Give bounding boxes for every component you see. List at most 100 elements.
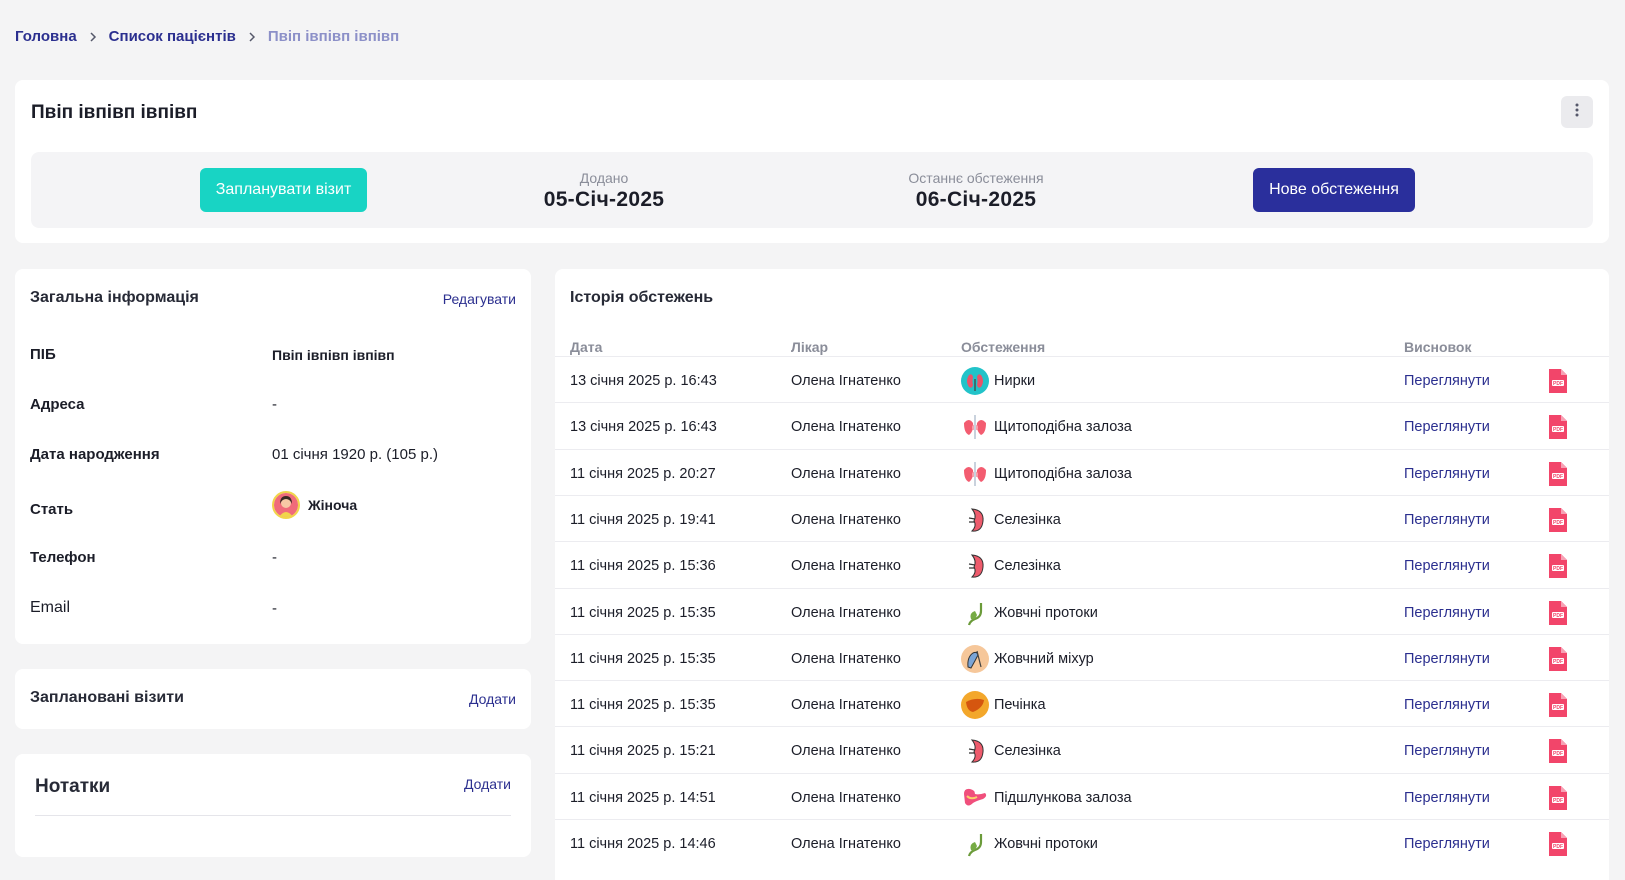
view-conclusion-link[interactable]: Переглянути: [1404, 743, 1490, 760]
gallbladder-icon: [961, 644, 989, 673]
view-conclusion-link[interactable]: Переглянути: [1404, 465, 1490, 482]
view-conclusion-link[interactable]: Переглянути: [1404, 789, 1490, 806]
exam-type: Жовчний міхур: [961, 635, 1094, 683]
exam-date: 11 січня 2025 р. 20:27: [570, 465, 716, 482]
table-row: 11 січня 2025 р. 14:46 Олена Ігнатенко Жов…: [555, 819, 1609, 867]
view-conclusion-link[interactable]: Переглянути: [1404, 604, 1490, 621]
view-conclusion-link[interactable]: Переглянути: [1404, 419, 1490, 436]
exam-type-label: Жовчний міхур: [994, 650, 1094, 667]
column-header-conclusion[interactable]: Висновок: [1404, 339, 1472, 355]
column-header-doctor[interactable]: Лікар: [791, 339, 829, 355]
pdf-download-icon[interactable]: PDF: [1547, 542, 1569, 590]
exam-date: 11 січня 2025 р. 15:36: [570, 558, 716, 575]
pdf-download-icon[interactable]: PDF: [1547, 589, 1569, 637]
table-row: 11 січня 2025 р. 20:27 Олена Ігнатенко Щит…: [555, 448, 1609, 498]
chevron-right-icon: [236, 31, 268, 42]
svg-text:PDF: PDF: [1553, 381, 1563, 387]
pdf-download-icon[interactable]: PDF: [1547, 727, 1569, 775]
last-exam-label: Останнє обстеження: [908, 170, 1044, 186]
info-row-address: Адреса -: [30, 396, 277, 413]
table-row: 11 січня 2025 р. 19:41 Олена Ігнатенко Сел…: [555, 494, 1609, 544]
thyroid-icon: [961, 413, 989, 441]
svg-text:PDF: PDF: [1553, 844, 1563, 850]
info-label: Email: [30, 599, 71, 616]
table-row: 11 січня 2025 р. 15:36 Олена Ігнатенко Сел…: [555, 541, 1609, 589]
pdf-download-icon[interactable]: PDF: [1547, 450, 1569, 498]
table-row: 11 січня 2025 р. 15:21 Олена Ігнатенко Сел…: [555, 726, 1609, 774]
view-conclusion-link[interactable]: Переглянути: [1404, 697, 1490, 714]
info-label: Телефон: [30, 549, 96, 566]
general-info-card: Загальна інформація Редагувати ПІБ Пвіп …: [15, 269, 531, 644]
table-row: 11 січня 2025 р. 15:35 Олена Ігнатенко Печ…: [555, 680, 1609, 728]
info-row-phone: Телефон -: [30, 549, 277, 566]
info-row-gender: Стать Жіноча: [30, 491, 357, 519]
schedule-visit-button[interactable]: Запланувати візит: [200, 168, 367, 212]
view-conclusion-link[interactable]: Переглянути: [1404, 836, 1490, 852]
exam-type-label: Селезінка: [994, 558, 1061, 575]
view-conclusion-link[interactable]: Переглянути: [1404, 650, 1490, 667]
exam-type: Жовчні протоки: [961, 820, 1098, 868]
pdf-download-icon[interactable]: PDF: [1547, 774, 1569, 822]
view-conclusion-link[interactable]: Переглянути: [1404, 558, 1490, 575]
view-conclusion-link[interactable]: Переглянути: [1404, 373, 1490, 389]
doctor-name: Олена Ігнатенко: [791, 419, 901, 436]
breadcrumb-home[interactable]: Головна: [15, 28, 77, 45]
exam-date: 11 січня 2025 р. 19:41: [570, 511, 716, 528]
svg-text:PDF: PDF: [1553, 474, 1563, 480]
info-label: Дата народження: [30, 446, 160, 463]
exam-date: 11 січня 2025 р. 14:46: [570, 836, 716, 852]
exam-type-label: Щитоподібна залоза: [994, 419, 1132, 436]
notes-title: Нотатки: [35, 776, 111, 797]
more-options-button[interactable]: [1561, 96, 1593, 128]
exam-date: 11 січня 2025 р. 15:21: [570, 743, 716, 760]
divider: [35, 815, 511, 816]
pdf-download-icon[interactable]: PDF: [1547, 681, 1569, 729]
liver-icon: [961, 691, 989, 720]
doctor-name: Олена Ігнатенко: [791, 373, 901, 389]
info-value: Пвіп івпівп івпівп: [272, 346, 395, 363]
chevron-right-icon: [77, 31, 109, 42]
column-header-exam[interactable]: Обстеження: [961, 339, 1046, 355]
doctor-name: Олена Ігнатенко: [791, 836, 901, 852]
pdf-download-icon[interactable]: PDF: [1547, 403, 1569, 451]
female-avatar-icon: [272, 491, 300, 519]
breadcrumb-patients[interactable]: Список пацієнтів: [108, 28, 236, 45]
info-label: ПІБ: [30, 346, 56, 363]
thyroid-icon: [961, 460, 989, 488]
pdf-download-icon[interactable]: PDF: [1547, 496, 1569, 544]
table-row: 13 січня 2025 р. 16:43 Олена Ігнатенко Нир…: [555, 356, 1609, 404]
svg-text:PDF: PDF: [1553, 659, 1563, 665]
exam-type-label: Жовчні протоки: [994, 604, 1098, 621]
table-row: 11 січня 2025 р. 15:35 Олена Ігнатенко Жов…: [555, 633, 1609, 683]
exam-type-label: Щитоподібна залоза: [994, 465, 1132, 482]
notes-card: Нотатки Додати: [15, 754, 531, 857]
added-label: Додано: [579, 170, 629, 186]
planned-visits-title: Заплановані візити: [30, 689, 184, 706]
view-conclusion-link[interactable]: Переглянути: [1404, 511, 1490, 528]
planned-visits-card: Заплановані візити Додати: [15, 669, 531, 729]
exam-type-label: Жовчні протоки: [994, 836, 1098, 852]
doctor-name: Олена Ігнатенко: [791, 558, 901, 575]
edit-info-link[interactable]: Редагувати: [442, 291, 516, 307]
pdf-download-icon[interactable]: PDF: [1547, 635, 1569, 683]
exam-type: Нирки: [961, 357, 1035, 405]
exam-type: Селезінка: [961, 727, 1061, 775]
patient-summary-bar: Запланувати візит Додано 05-Січ-2025 Ост…: [31, 152, 1593, 228]
svg-text:PDF: PDF: [1553, 427, 1563, 433]
pdf-download-icon[interactable]: PDF: [1547, 820, 1569, 868]
svg-text:PDF: PDF: [1553, 751, 1563, 757]
add-visit-link[interactable]: Додати: [469, 691, 516, 707]
breadcrumb-current: Пвіп івпівп івпівп: [267, 28, 400, 45]
new-exam-button[interactable]: Нове обстеження: [1253, 168, 1415, 212]
add-note-link[interactable]: Додати: [464, 776, 511, 792]
doctor-name: Олена Ігнатенко: [791, 465, 901, 482]
added-value: 05-Січ-2025: [543, 188, 665, 211]
info-label: Адреса: [30, 396, 85, 413]
table-row: 11 січня 2025 р. 15:35 Олена Ігнатенко Жов…: [555, 587, 1609, 637]
spleen-icon: [961, 506, 989, 534]
doctor-name: Олена Ігнатенко: [791, 697, 901, 714]
pdf-download-icon[interactable]: PDF: [1547, 357, 1569, 405]
exam-date: 11 січня 2025 р. 15:35: [570, 650, 716, 667]
column-header-date[interactable]: Дата: [570, 339, 603, 355]
